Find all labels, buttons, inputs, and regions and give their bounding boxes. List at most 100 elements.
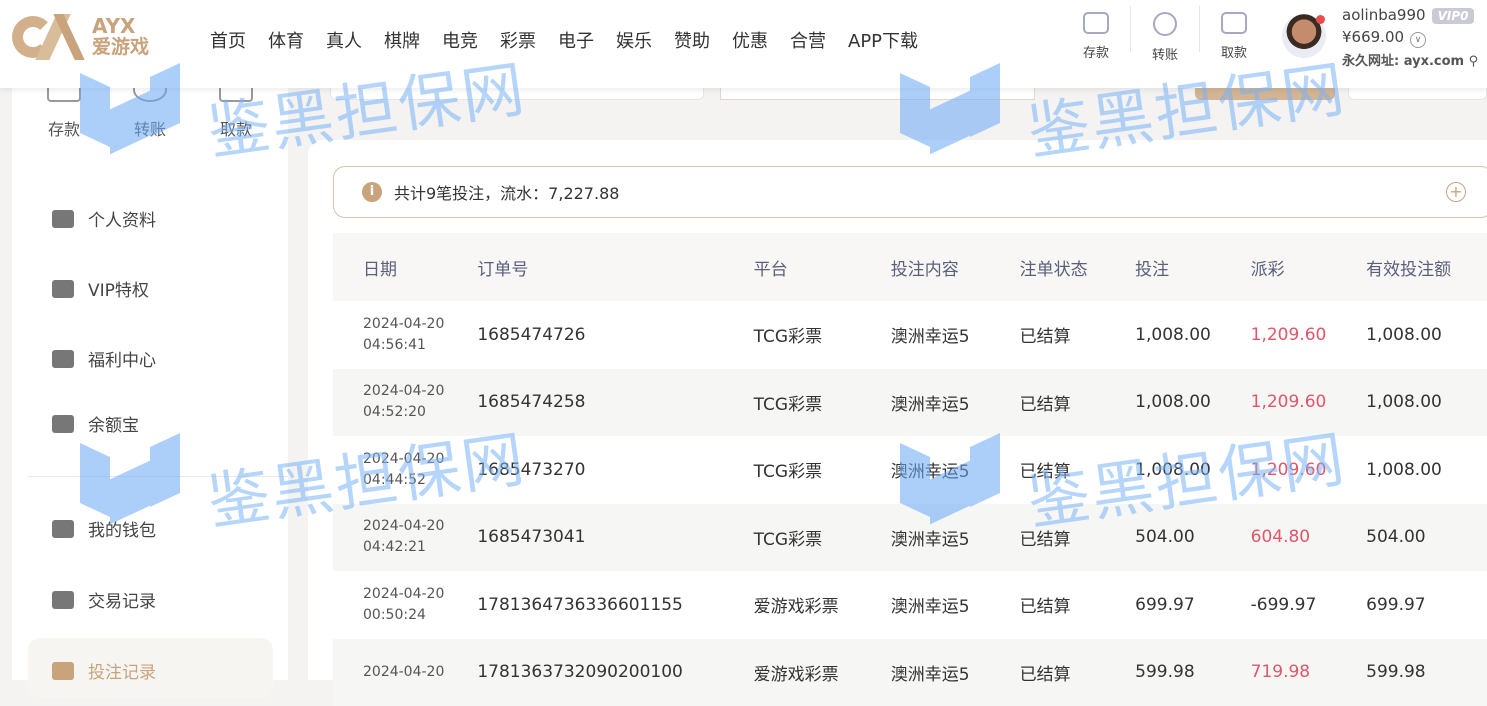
menu-icon xyxy=(52,350,74,368)
deposit-label: 存款 xyxy=(1083,46,1109,61)
sidebar-item[interactable]: VIP特权 xyxy=(52,276,149,301)
expand-icon[interactable]: + xyxy=(1446,182,1466,202)
payout-cell: 1,209.60 xyxy=(1251,301,1366,369)
withdraw-button[interactable]: 取款 xyxy=(1200,12,1268,61)
bet-cell: 504.00 xyxy=(1135,504,1250,572)
search-icon[interactable]: ⚲ xyxy=(1469,54,1479,69)
column-header: 投注 xyxy=(1135,233,1250,301)
content-cell: 澳洲幸运5 xyxy=(891,436,1020,504)
balance: ¥669.00 xyxy=(1342,28,1404,46)
sidebar-item-label: VIP特权 xyxy=(88,276,149,301)
nav-item[interactable]: 彩票 xyxy=(500,27,536,53)
card-icon xyxy=(1221,12,1247,34)
nav-item[interactable]: 首页 xyxy=(210,27,246,53)
sidebar-item[interactable]: 我的钱包 xyxy=(52,516,156,541)
status-cell: 已结算 xyxy=(1020,571,1135,639)
column-header: 平台 xyxy=(754,233,891,301)
nav-item[interactable]: 赞助 xyxy=(674,27,710,53)
valid-bet-cell: 1,008.00 xyxy=(1366,369,1487,437)
sidebar-item-label: 我的钱包 xyxy=(88,516,156,541)
payout-cell: 1,209.60 xyxy=(1251,436,1366,504)
order-cell: 1685473041 xyxy=(477,504,753,572)
sidebar-item[interactable]: 个人资料 xyxy=(52,206,156,231)
sidebar-item[interactable]: 福利中心 xyxy=(52,346,156,371)
content-cell: 澳洲幸运5 xyxy=(891,639,1020,706)
time: 00:50:24 xyxy=(363,605,477,626)
valid-bet-cell: 599.98 xyxy=(1366,639,1487,706)
date: 2024-04-20 xyxy=(363,584,477,605)
platform-cell: TCG彩票 xyxy=(754,436,891,504)
logo-mark xyxy=(12,14,82,58)
order-cell: 1685474726 xyxy=(477,301,753,369)
column-header: 有效投注额 xyxy=(1366,233,1487,301)
nav-item[interactable]: 体育 xyxy=(268,27,304,53)
status-cell: 已结算 xyxy=(1020,504,1135,572)
user-info: aolinba990 VIP0 ¥669.00 ∨ 永久网址: ayx.com ⚲ xyxy=(1342,6,1478,69)
date: 2024-04-20 xyxy=(363,314,477,335)
nav-item[interactable]: 真人 xyxy=(326,27,362,53)
valid-bet-cell: 1,008.00 xyxy=(1366,301,1487,369)
content-cell: 澳洲幸运5 xyxy=(891,301,1020,369)
nav-item[interactable]: 优惠 xyxy=(732,27,768,53)
sidebar-item-label: 个人资料 xyxy=(88,206,156,231)
nav-item[interactable]: 电竞 xyxy=(442,27,478,53)
wallet-icon xyxy=(1083,12,1109,34)
label: 转账 xyxy=(134,120,166,139)
username: aolinba990 xyxy=(1342,6,1426,24)
payout-cell: 604.80 xyxy=(1251,504,1366,572)
date: 2024-04-20 xyxy=(363,449,477,470)
sidebar-item[interactable]: 投注记录 xyxy=(52,658,156,683)
transfer-label: 转账 xyxy=(1152,48,1178,63)
time: 04:44:52 xyxy=(363,470,477,491)
status-cell: 已结算 xyxy=(1020,639,1135,706)
date-cell: 2024-04-20 xyxy=(333,639,477,706)
order-cell: 1781363732090200100 xyxy=(477,639,753,706)
status-cell: 已结算 xyxy=(1020,436,1135,504)
menu-icon xyxy=(52,415,74,433)
sidebar-item[interactable]: 余额宝 xyxy=(52,411,139,436)
notification-dot xyxy=(1316,15,1325,24)
nav-item[interactable]: APP下载 xyxy=(848,27,918,53)
column-header: 订单号 xyxy=(477,233,753,301)
bet-cell: 1,008.00 xyxy=(1135,369,1250,437)
transfer-button[interactable]: 转账 xyxy=(1131,12,1199,63)
nav-item[interactable]: 娱乐 xyxy=(616,27,652,53)
summary-text: 共计9笔投注，流水：7,227.88 xyxy=(394,180,619,204)
menu-icon xyxy=(52,591,74,609)
order-cell: 1781364736336601155 xyxy=(477,571,753,639)
nav-item[interactable]: 电子 xyxy=(558,27,594,53)
divider xyxy=(28,476,288,477)
valid-bet-cell: 1,008.00 xyxy=(1366,436,1487,504)
chevron-down-icon[interactable]: ∨ xyxy=(1410,32,1426,48)
table-row: 2024-04-20 1781363732090200100 爱游戏彩票 澳洲幸… xyxy=(333,639,1487,706)
nav-item[interactable]: 合营 xyxy=(790,27,826,53)
column-header: 注单状态 xyxy=(1020,233,1135,301)
menu-icon xyxy=(52,280,74,298)
content-cell: 澳洲幸运5 xyxy=(891,571,1020,639)
bet-cell: 699.97 xyxy=(1135,571,1250,639)
sidebar-item-label: 投注记录 xyxy=(88,658,156,683)
platform-cell: TCG彩票 xyxy=(754,369,891,437)
label: 存款 xyxy=(48,120,80,139)
valid-bet-cell: 504.00 xyxy=(1366,504,1487,572)
summary-notice: i 共计9笔投注，流水：7,227.88 + xyxy=(333,166,1487,218)
permanent-url: 永久网址: ayx.com xyxy=(1342,54,1464,69)
deposit-button[interactable]: 存款 xyxy=(1062,12,1130,61)
vip-badge: VIP0 xyxy=(1432,8,1475,24)
nav-item[interactable]: 棋牌 xyxy=(384,27,420,53)
payout-cell: 719.98 xyxy=(1251,639,1366,706)
menu-icon xyxy=(52,520,74,538)
sidebar-item-label: 余额宝 xyxy=(88,411,139,436)
sidebar-item[interactable]: 交易记录 xyxy=(52,587,156,612)
column-header: 投注内容 xyxy=(891,233,1020,301)
